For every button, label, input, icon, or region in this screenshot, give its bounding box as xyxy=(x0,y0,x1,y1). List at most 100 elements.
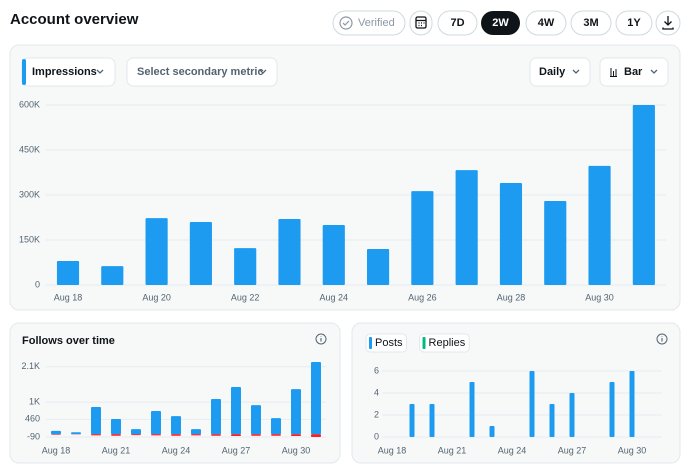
range-label[interactable]: 1Y xyxy=(627,17,641,29)
x-tick-label: Aug 30 xyxy=(585,292,614,302)
legend-label: Posts xyxy=(375,337,403,349)
x-tick-label: Aug 26 xyxy=(408,292,437,302)
y-tick-label: 150K xyxy=(19,234,40,244)
bar xyxy=(131,429,141,435)
bar xyxy=(51,430,61,435)
y-tick-label: 0 xyxy=(35,279,40,289)
y-tick-label: 1K xyxy=(29,396,40,406)
bar xyxy=(251,405,261,435)
legend-swatch xyxy=(369,337,372,349)
x-tick-label: Aug 28 xyxy=(497,292,526,302)
range-button[interactable] xyxy=(437,10,478,36)
bar xyxy=(151,434,161,436)
bar xyxy=(234,248,257,285)
x-tick-label: Aug 18 xyxy=(42,445,71,455)
bar xyxy=(291,434,301,437)
bar xyxy=(271,418,281,435)
bar xyxy=(609,382,615,437)
range-label[interactable]: 7D xyxy=(450,17,464,29)
calendar-grid xyxy=(416,19,426,27)
check-icon xyxy=(339,16,353,30)
range-button[interactable] xyxy=(615,10,653,36)
legend-entry[interactable] xyxy=(419,333,470,353)
bar xyxy=(291,389,301,435)
range-button[interactable] xyxy=(570,10,612,36)
bar xyxy=(529,371,535,437)
bar xyxy=(191,429,201,435)
info-circle[interactable] xyxy=(315,333,327,345)
y-tick-label: 2 xyxy=(374,409,379,419)
bar xyxy=(569,393,575,437)
legend-entry[interactable] xyxy=(365,333,408,353)
range-label[interactable]: 2W xyxy=(492,17,509,29)
verified-filter[interactable]: Verified xyxy=(332,10,406,36)
page-title: Account overview xyxy=(10,11,139,28)
info-circle[interactable] xyxy=(656,333,668,345)
y-tick-label: 460 xyxy=(25,414,40,424)
bar xyxy=(191,434,201,436)
info-icon[interactable] xyxy=(315,333,327,345)
bar xyxy=(311,434,321,437)
bar xyxy=(211,434,221,436)
x-tick-label: Aug 24 xyxy=(498,445,527,455)
download-button[interactable] xyxy=(655,10,681,36)
bar xyxy=(271,434,281,436)
bar xyxy=(469,382,475,437)
y-tick-label: 600K xyxy=(19,99,40,109)
y-tick-label: -90 xyxy=(27,431,40,441)
x-tick-label: Aug 22 xyxy=(231,292,260,302)
bar xyxy=(91,407,101,435)
bar xyxy=(151,411,161,435)
style-dropdown[interactable]: Bar xyxy=(599,57,669,87)
interval-dropdown[interactable]: Daily xyxy=(529,57,591,87)
bar xyxy=(629,371,635,437)
dropdown-bg[interactable] xyxy=(599,57,669,87)
bar xyxy=(71,432,81,435)
metric-dropdown[interactable]: Impressions xyxy=(21,57,116,87)
range-button-active[interactable] xyxy=(481,11,520,35)
bar xyxy=(91,434,101,436)
y-tick-label: 4 xyxy=(374,387,379,397)
dropdown-bg[interactable] xyxy=(529,57,591,87)
y-tick-label: 450K xyxy=(19,144,40,154)
bar xyxy=(499,183,523,285)
check-mark xyxy=(342,20,350,26)
calendar-button[interactable] xyxy=(409,10,433,36)
x-tick-label: Aug 27 xyxy=(222,445,251,455)
chevron xyxy=(96,69,104,74)
range-label[interactable]: 3M xyxy=(583,17,598,29)
range-button[interactable] xyxy=(525,10,567,36)
bar xyxy=(145,218,168,285)
x-tick-label: Aug 30 xyxy=(282,445,311,455)
dropdown-label: Impressions xyxy=(32,66,97,78)
x-tick-label: Aug 18 xyxy=(54,292,83,302)
bar xyxy=(111,419,121,435)
bar xyxy=(101,266,124,285)
dropdown-label: Bar xyxy=(624,66,643,78)
bar xyxy=(455,170,478,285)
bar xyxy=(544,201,567,285)
bar xyxy=(409,404,415,437)
dropdown-bg[interactable] xyxy=(126,57,278,87)
y-tick-label: 6 xyxy=(374,365,379,375)
bar xyxy=(56,261,80,285)
secondary-dropdown[interactable]: Select secondary metric xyxy=(126,57,278,87)
bar xyxy=(131,434,141,436)
metric-color xyxy=(22,59,26,85)
bar xyxy=(111,434,121,436)
chevron xyxy=(572,69,580,74)
bar xyxy=(231,434,241,437)
chevron xyxy=(259,69,267,74)
x-tick-label: Aug 21 xyxy=(438,445,467,455)
range-label[interactable]: 4W xyxy=(538,17,555,29)
bar xyxy=(171,434,181,436)
legend-label: Replies xyxy=(429,337,466,349)
bar xyxy=(311,362,321,435)
verified-button[interactable] xyxy=(332,10,406,36)
x-tick-label: Aug 24 xyxy=(162,445,191,455)
y-tick-label: 300K xyxy=(19,189,40,199)
dropdown-label: Daily xyxy=(539,66,566,78)
info-icon[interactable] xyxy=(656,333,668,345)
